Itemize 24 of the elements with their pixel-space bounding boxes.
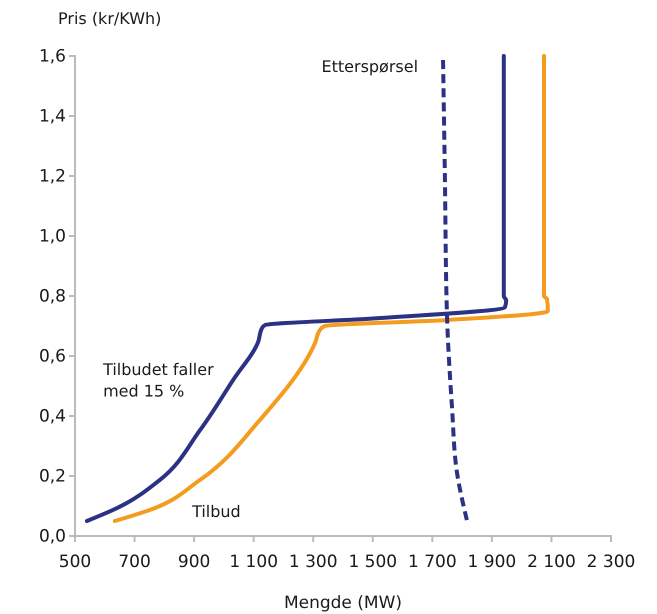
y-tick-label: 1,6: [38, 46, 66, 66]
y-axis-title: Pris (kr/KWh): [58, 9, 162, 28]
y-tick-label: 1,4: [38, 106, 66, 126]
y-tick-label: 0,0: [38, 526, 66, 546]
x-tick-label: 2 300: [586, 552, 636, 572]
x-tick-label: 1 300: [288, 552, 338, 572]
y-tick-label: 0,2: [38, 466, 66, 486]
series-label: Tilbudet faller med 15 %: [102, 360, 214, 401]
x-tick-label: 1 700: [408, 552, 457, 572]
x-tick-label: 500: [58, 552, 92, 572]
y-tick-label: 0,6: [38, 346, 66, 366]
x-tick-label: 1 900: [468, 552, 516, 572]
x-tick-label: 700: [118, 552, 151, 572]
y-tick-label: 0,8: [38, 286, 66, 306]
y-tick-label: 0,4: [38, 406, 66, 426]
y-tick-label: 1,0: [38, 226, 66, 246]
x-tick-label: 1 100: [229, 552, 278, 572]
x-tick-label: 1 500: [348, 552, 398, 572]
x-axis-title: Mengde (MW): [284, 593, 402, 613]
series-label: Tilbud: [191, 502, 241, 521]
y-tick-label: 1,2: [38, 166, 66, 186]
x-tick-label: 900: [178, 552, 210, 572]
series-label: Etterspørsel: [321, 56, 418, 76]
x-tick-label: 2 100: [527, 552, 576, 572]
